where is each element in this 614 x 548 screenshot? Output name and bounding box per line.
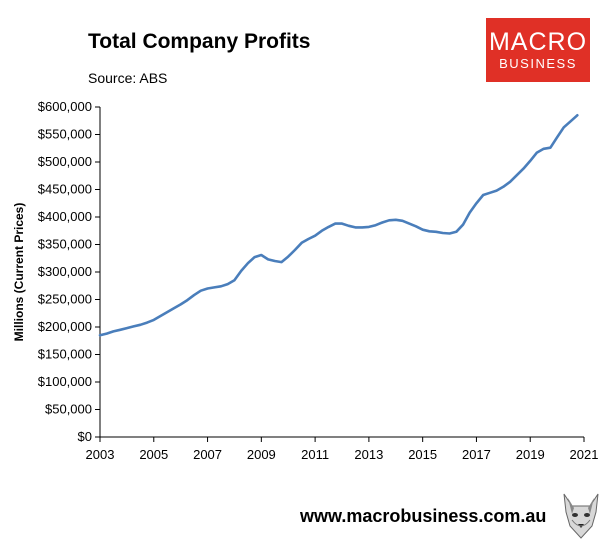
footer-website-link[interactable]: www.macrobusiness.com.au — [300, 506, 547, 526]
x-tick-label: 2009 — [247, 447, 276, 462]
x-tick-label: 2019 — [516, 447, 545, 462]
chart-series — [98, 114, 579, 337]
x-tick-label: 2015 — [408, 447, 437, 462]
x-axis-ticks: 2003 2005 2007 2009 2011 2013 2015 2017 2019 2021 — [86, 437, 599, 462]
series-line-total-company-profits — [98, 114, 579, 337]
x-tick-label: 2005 — [139, 447, 168, 462]
x-tick-label: 2011 — [301, 447, 329, 462]
y-tick-label: $550,000 — [38, 127, 92, 142]
chart-title: Total Company Profits — [88, 30, 311, 53]
y-tick-label: $100,000 — [38, 374, 92, 389]
y-tick-label: $500,000 — [38, 154, 92, 169]
y-axis-ticks: $0 $50,000 $100,000 $150,000 $200,000 $250,00… — [38, 99, 100, 444]
logo-line-1: MACRO — [488, 28, 588, 56]
y-tick-label: $400,000 — [38, 209, 92, 224]
macrobusiness-logo[interactable]: MACRO BUSINESS — [486, 18, 590, 82]
y-tick-label: $0 — [78, 429, 92, 444]
y-tick-label: $250,000 — [38, 292, 92, 307]
y-tick-label: $600,000 — [38, 99, 92, 114]
y-tick-label: $150,000 — [38, 347, 92, 362]
x-tick-label: 2013 — [354, 447, 383, 462]
x-tick-label: 2017 — [462, 447, 491, 462]
y-axis-label: Millions (Current Prices) — [12, 203, 26, 342]
y-tick-label: $200,000 — [38, 319, 92, 334]
wolf-mascot-icon — [563, 493, 599, 539]
y-tick-label: $450,000 — [38, 182, 92, 197]
y-tick-label: $50,000 — [45, 402, 92, 417]
y-tick-label: $350,000 — [38, 237, 92, 252]
x-tick-label: 2003 — [86, 447, 115, 462]
line-chart: $0 $50,000 $100,000 $150,000 $200,000 $250,00… — [12, 99, 599, 462]
chart-axes — [99, 107, 584, 438]
y-tick-label: $300,000 — [38, 264, 92, 279]
logo-line-2: BUSINESS — [499, 56, 577, 71]
x-tick-label: 2021 — [570, 447, 599, 462]
chart-source: Source: ABS — [88, 70, 168, 86]
x-tick-label: 2007 — [193, 447, 222, 462]
